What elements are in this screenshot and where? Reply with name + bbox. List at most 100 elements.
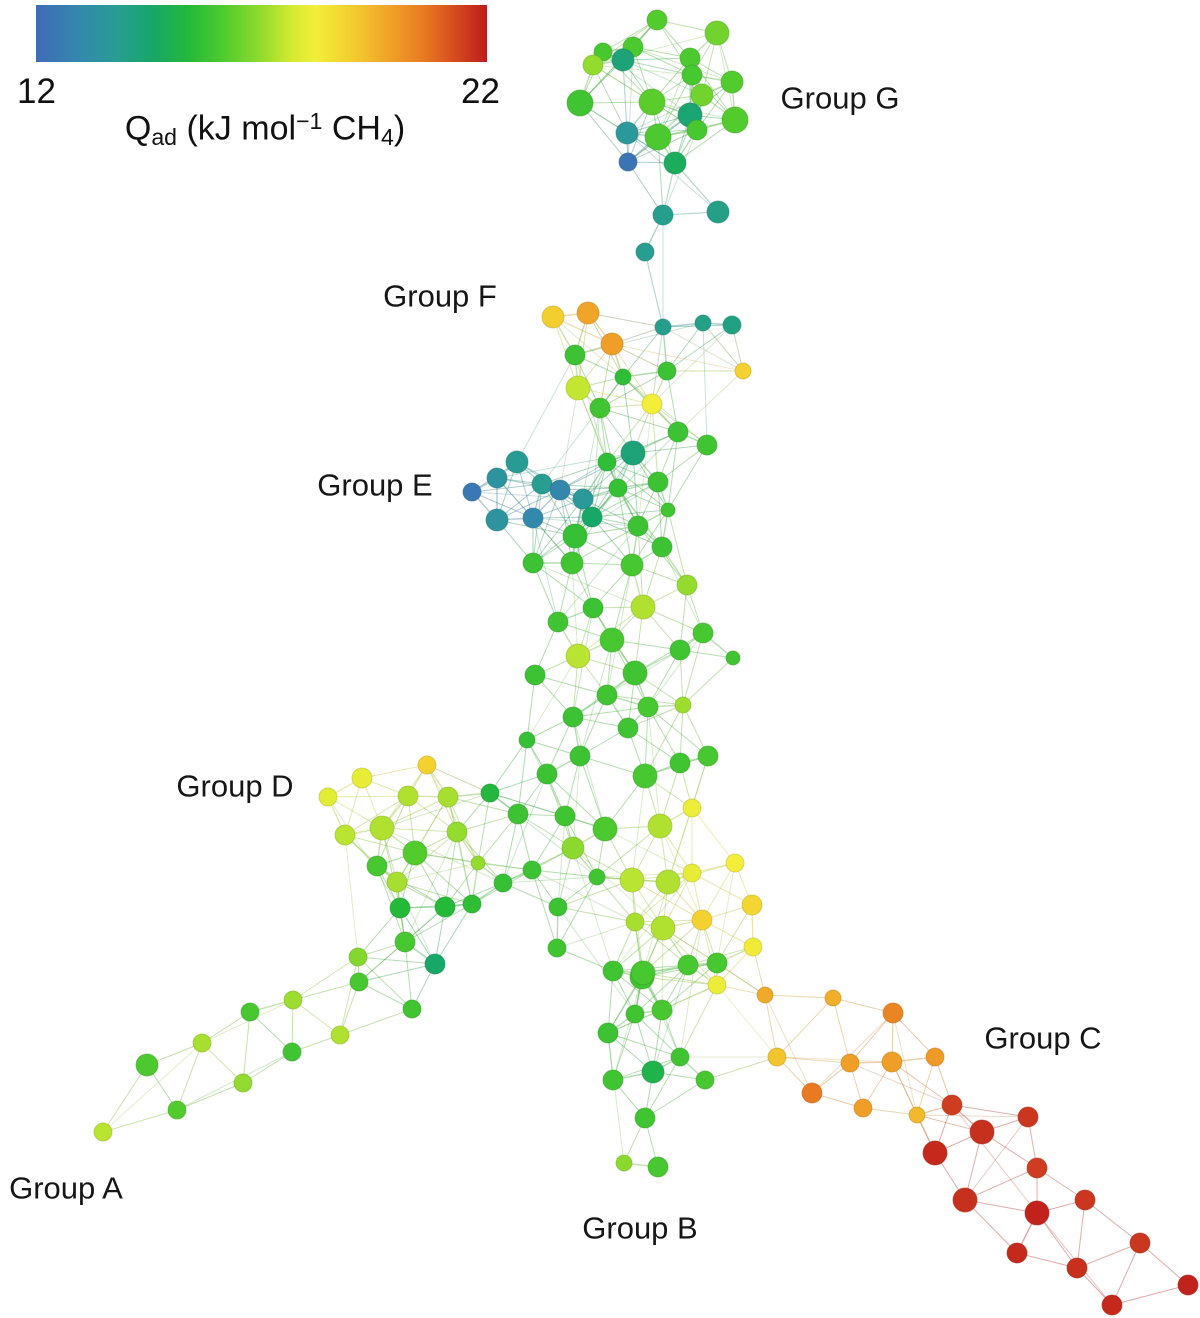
graph-node — [615, 1154, 633, 1172]
graph-node — [1066, 1257, 1088, 1279]
graph-edge — [691, 872, 753, 906]
graph-edge — [414, 852, 473, 905]
graph-edge — [426, 764, 479, 864]
graph-edge — [612, 1013, 636, 1081]
graph-node — [562, 706, 584, 728]
graph-edge — [701, 862, 736, 921]
graph-edge — [102, 1109, 178, 1133]
graph-edge — [1111, 1242, 1141, 1306]
graph-edge — [532, 562, 594, 609]
graph-edge — [661, 927, 664, 1011]
graph-node — [686, 119, 708, 141]
graph-node — [881, 1051, 903, 1073]
graph-node — [725, 650, 741, 666]
graph-edge — [552, 316, 624, 378]
graph-node — [922, 1140, 948, 1166]
graph-edge — [532, 562, 559, 623]
graph-edge — [381, 827, 504, 884]
graph-node — [620, 440, 646, 466]
graph-node — [741, 894, 763, 916]
graph-edge — [532, 517, 559, 623]
graph-node — [470, 855, 486, 871]
graph-node — [674, 696, 692, 714]
graph-node — [646, 9, 668, 31]
graph-node — [397, 785, 419, 807]
graph-edge — [626, 81, 733, 134]
graph-edge — [532, 562, 644, 608]
graph-node — [547, 938, 567, 958]
graph-edge — [891, 1061, 953, 1106]
graph-node — [625, 1004, 645, 1024]
graph-edge — [592, 64, 693, 76]
graph-node — [801, 1082, 823, 1104]
graph-edge — [447, 796, 519, 815]
graph-edge — [632, 46, 693, 76]
graph-node — [691, 909, 713, 931]
graph-edge — [964, 1167, 1038, 1201]
graph-node — [682, 863, 702, 883]
graph-edge — [502, 876, 598, 884]
graph-node — [627, 515, 649, 537]
graph-edge — [572, 847, 664, 929]
graph-node — [564, 344, 586, 366]
graph-edge — [102, 1064, 148, 1133]
graph-node — [437, 786, 459, 808]
graph-node — [462, 482, 482, 502]
graph-node — [630, 960, 656, 986]
graph-node — [634, 1107, 656, 1129]
graph-node — [630, 594, 656, 620]
graph-node — [734, 362, 752, 380]
graph-node — [925, 1047, 945, 1067]
graph-edge — [572, 716, 606, 830]
graph-node — [524, 664, 546, 686]
graph-edge — [617, 487, 688, 586]
graph-node — [548, 897, 568, 917]
graph-edge — [541, 376, 624, 485]
graph-edge — [716, 904, 753, 964]
graph-edge — [574, 407, 601, 537]
legend-title-part: −1 — [296, 108, 323, 134]
graph-edge — [357, 907, 401, 958]
graph-edge — [242, 1011, 251, 1084]
graph-edge — [358, 963, 436, 983]
graph-edge — [617, 487, 633, 566]
group-label: Group D — [176, 769, 293, 804]
legend-title: Qad (kJ mol−1 CH4) — [0, 108, 530, 151]
graph-node — [663, 151, 687, 175]
graph-edge — [666, 322, 704, 372]
graph-edge — [572, 755, 581, 849]
graph-edge — [396, 881, 436, 965]
graph-edge — [344, 834, 359, 958]
graph-node — [1024, 1200, 1050, 1226]
graph-edge — [447, 796, 473, 905]
graph-node — [969, 1119, 995, 1145]
graph-node — [669, 752, 691, 774]
graph-edge — [404, 941, 413, 1010]
graph-edge — [541, 461, 608, 485]
group-label: Group A — [9, 1171, 123, 1206]
legend-title-part: CH — [322, 109, 381, 148]
graph-edge — [502, 773, 548, 884]
graph-edge — [606, 403, 653, 463]
graph-node — [756, 986, 774, 1004]
graph-edge — [637, 403, 653, 527]
graph-node — [882, 1002, 904, 1024]
graph-edge — [661, 962, 718, 1011]
graph-node — [1129, 1232, 1151, 1254]
graph-edge — [557, 525, 639, 623]
graph-edge — [489, 792, 606, 830]
graph-edge — [666, 324, 733, 372]
graph-edge — [489, 792, 566, 817]
graph-node — [536, 763, 558, 785]
graph-edge — [489, 792, 598, 878]
graph-edge — [701, 919, 718, 986]
group-label: Group B — [582, 1211, 697, 1246]
graph-edge — [396, 796, 449, 883]
graph-edge — [916, 1114, 1029, 1118]
graph-node — [657, 361, 677, 381]
graph-edge — [716, 862, 736, 964]
graph-node — [549, 479, 571, 501]
graph-edge — [559, 387, 579, 491]
graph-node — [369, 815, 395, 841]
graph-edge — [691, 807, 736, 864]
